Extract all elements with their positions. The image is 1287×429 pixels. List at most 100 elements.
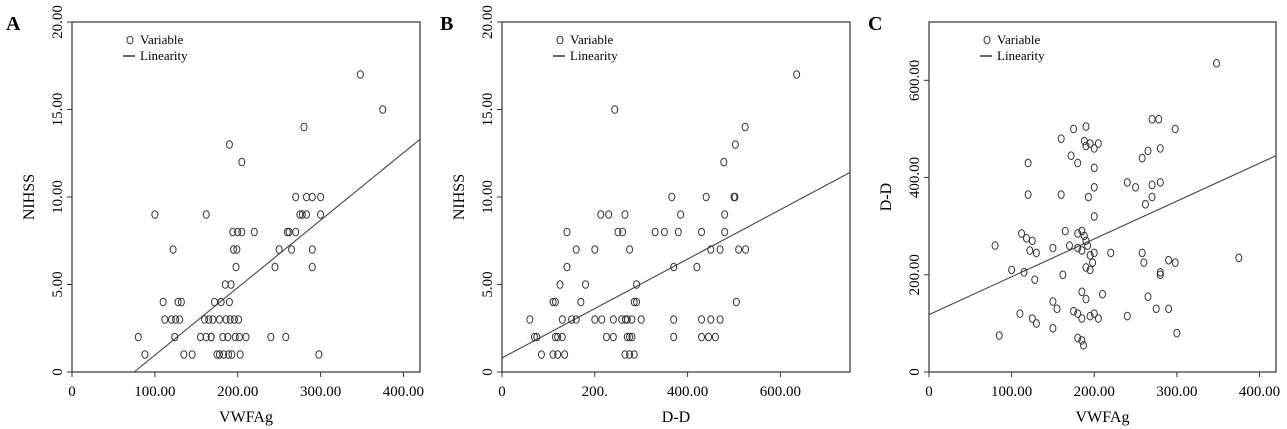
data-point bbox=[1031, 275, 1039, 284]
plot-frame bbox=[501, 21, 851, 373]
data-point bbox=[1082, 294, 1090, 304]
data-point bbox=[1049, 323, 1057, 333]
data-point bbox=[660, 227, 668, 237]
data-point bbox=[229, 227, 237, 237]
x-tick-label: 400.00 bbox=[383, 384, 424, 400]
data-point bbox=[561, 350, 569, 359]
data-point bbox=[283, 227, 291, 237]
data-point bbox=[611, 105, 619, 114]
y-tick-label: 10.00 bbox=[480, 180, 496, 214]
data-point bbox=[598, 315, 606, 324]
data-point bbox=[379, 105, 387, 114]
data-point bbox=[1090, 163, 1098, 173]
data-point bbox=[1094, 314, 1102, 323]
data-point bbox=[227, 280, 235, 289]
data-point bbox=[716, 315, 724, 324]
data-point bbox=[526, 315, 534, 324]
data-point bbox=[231, 332, 239, 342]
data-point bbox=[1078, 246, 1086, 255]
data-point bbox=[1024, 158, 1032, 168]
data-point bbox=[288, 245, 296, 254]
data-point bbox=[693, 262, 701, 272]
data-point bbox=[558, 315, 566, 324]
data-point bbox=[572, 315, 580, 324]
data-point bbox=[226, 315, 234, 324]
data-point bbox=[1099, 289, 1106, 299]
data-point bbox=[1026, 246, 1034, 255]
data-point bbox=[1078, 336, 1086, 345]
data-point bbox=[591, 315, 599, 324]
data-point bbox=[238, 157, 246, 167]
data-point bbox=[1090, 248, 1098, 258]
data-point bbox=[1123, 178, 1131, 187]
data-point bbox=[731, 192, 739, 202]
data-point bbox=[302, 192, 310, 202]
data-point bbox=[698, 315, 706, 324]
data-point bbox=[637, 315, 645, 324]
panel-letter: C bbox=[868, 13, 882, 35]
data-point bbox=[623, 315, 631, 324]
data-point bbox=[134, 332, 142, 342]
data-point bbox=[602, 332, 610, 342]
data-point bbox=[549, 350, 557, 359]
data-point bbox=[1123, 311, 1131, 321]
data-point bbox=[735, 245, 743, 254]
data-point bbox=[235, 332, 243, 342]
data-point bbox=[292, 227, 300, 237]
data-point bbox=[1032, 248, 1040, 258]
data-point bbox=[582, 280, 590, 289]
data-point bbox=[1089, 258, 1097, 267]
x-tick-label: 0 bbox=[68, 384, 76, 400]
data-point bbox=[707, 315, 715, 324]
data-point bbox=[202, 332, 210, 342]
x-axis-label: VWFAg bbox=[219, 409, 273, 426]
data-point bbox=[201, 315, 209, 324]
data-point bbox=[1086, 251, 1094, 260]
data-point bbox=[530, 332, 538, 342]
data-point bbox=[630, 350, 638, 359]
data-point bbox=[1080, 231, 1088, 241]
data-point bbox=[172, 315, 180, 324]
data-point bbox=[300, 122, 308, 132]
data-point bbox=[221, 280, 229, 289]
data-point bbox=[1094, 139, 1102, 148]
data-point bbox=[568, 315, 576, 324]
data-point bbox=[533, 332, 541, 342]
data-point bbox=[215, 315, 223, 324]
data-point bbox=[633, 297, 641, 307]
data-point bbox=[556, 280, 564, 289]
data-point bbox=[1057, 134, 1065, 143]
data-point bbox=[1067, 151, 1075, 160]
data-point bbox=[674, 227, 682, 237]
data-point bbox=[228, 350, 236, 359]
data-point bbox=[621, 350, 629, 359]
data-point bbox=[1020, 268, 1028, 277]
data-point bbox=[225, 350, 233, 359]
data-point bbox=[626, 245, 634, 254]
data-point bbox=[171, 332, 179, 342]
panel-a: A 0 100.00 200.00 300.00 400.00 0 5.00 10.00 15.0… bbox=[6, 5, 424, 426]
data-point bbox=[1140, 258, 1148, 267]
data-point bbox=[225, 140, 233, 149]
data-point bbox=[188, 350, 196, 359]
legend-label-variable: Variable bbox=[570, 32, 614, 47]
data-point bbox=[1070, 124, 1078, 134]
data-point bbox=[609, 315, 617, 324]
x-tick-label: 400.00 bbox=[667, 384, 708, 400]
data-point bbox=[167, 315, 175, 324]
data-point bbox=[159, 297, 167, 307]
data-point bbox=[1084, 241, 1092, 250]
data-point bbox=[222, 315, 230, 324]
data-point bbox=[217, 297, 225, 307]
data-point bbox=[315, 350, 323, 359]
data-point bbox=[1082, 263, 1090, 272]
plot-frame bbox=[71, 21, 421, 373]
data-point bbox=[628, 332, 636, 342]
data-point bbox=[1213, 59, 1221, 68]
data-point bbox=[176, 315, 184, 324]
y-tick-label: 600.00 bbox=[907, 60, 923, 101]
data-point bbox=[677, 210, 685, 219]
data-point bbox=[177, 297, 185, 307]
data-point bbox=[267, 332, 275, 342]
data-point bbox=[180, 350, 188, 359]
